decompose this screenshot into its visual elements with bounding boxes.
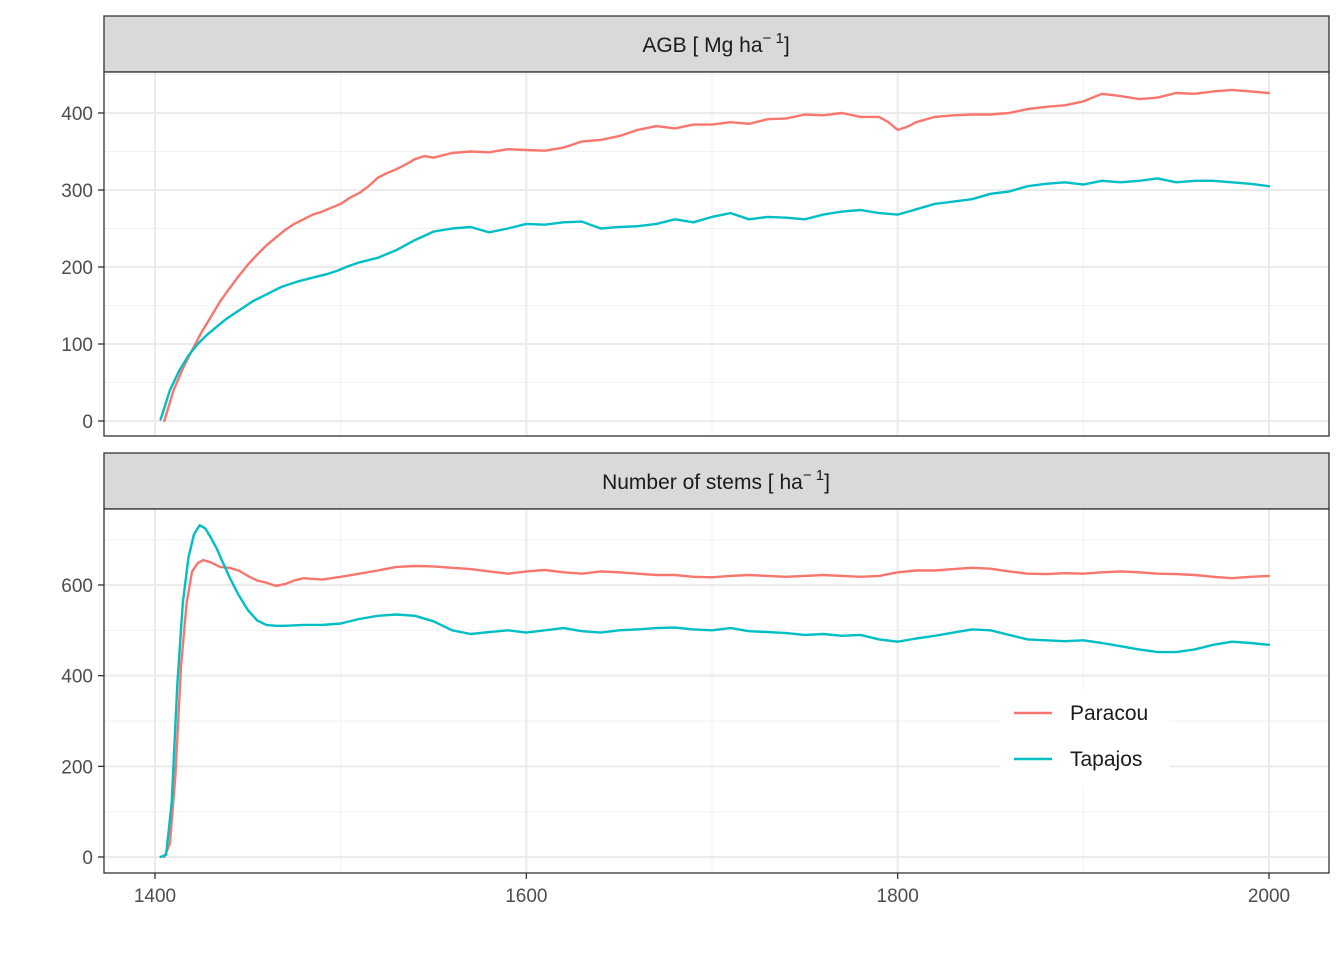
legend-background [1000,690,1170,786]
y-tick-label: 0 [82,848,93,869]
y-axis-stems: 0 200 400 600 [61,576,104,869]
plot-background-agb [104,72,1329,436]
plot-border-stems [103,508,1330,874]
y-tick-label: 100 [61,335,93,356]
strip-background-agb [103,15,1330,73]
y-axis-agb: 0 100 200 300 400 [61,104,104,433]
y-tick-label: 0 [82,412,93,433]
strip-label-agb: AGB [ Mg ha− 1] [642,30,789,57]
legend-label-tapajos: Tapajos [1070,748,1142,771]
series-line-paracou [163,558,1271,859]
series-agb [159,88,1271,423]
y-tick-label: 400 [61,667,93,688]
x-tick-label: 1600 [505,886,547,907]
legend: Paracou Tapajos [1000,690,1170,786]
y-tick-label: 300 [61,181,93,202]
x-axis: 1400 1600 1800 2000 [134,873,1290,907]
gridlines-agb [104,72,1329,436]
strip-background-stems [103,452,1330,510]
x-tick-label: 1800 [877,886,919,907]
x-tick-label: 2000 [1248,886,1290,907]
y-tick-label: 200 [61,757,93,778]
series-line-tapajos [159,524,1271,859]
series-line-tapajos [159,177,1271,421]
y-tick-label: 600 [61,576,93,597]
y-tick-label: 400 [61,104,93,125]
y-tick-label: 200 [61,258,93,279]
strip-label-stems: Number of stems [ ha− 1] [602,467,830,494]
series-stems [159,524,1271,859]
panel-agb: AGB [ Mg ha− 1] 0 100 200 300 400 [61,15,1330,437]
series-line-paracou [163,88,1271,423]
x-tick-label: 1400 [134,886,176,907]
legend-label-paracou: Paracou [1070,702,1148,725]
panel-stems: Number of stems [ ha− 1] 0 200 400 600 [61,452,1330,874]
plot-border-agb [103,71,1330,437]
